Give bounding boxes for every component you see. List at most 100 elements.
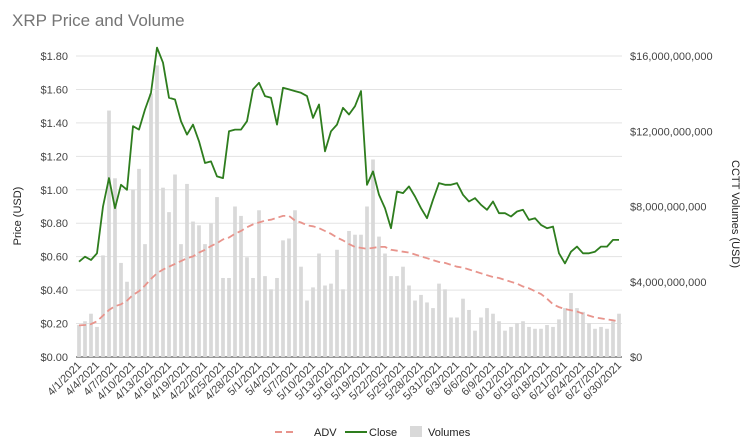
volume-bar <box>443 289 447 357</box>
volume-bar <box>311 287 315 357</box>
volume-bar <box>335 249 339 357</box>
volume-bar <box>605 328 609 357</box>
volume-bar <box>401 266 405 357</box>
volume-bar <box>299 266 303 357</box>
volume-bar <box>155 65 159 357</box>
volume-bar <box>437 283 441 357</box>
legend-volumes-label: Volumes <box>428 427 471 439</box>
volume-bar <box>161 187 165 357</box>
volume-bar <box>125 281 129 357</box>
volume-bar <box>341 289 345 357</box>
volume-bar <box>317 253 321 357</box>
right-tick-label: $12,000,000,000 <box>630 126 713 138</box>
volume-bar <box>533 328 537 357</box>
right-tick-label: $4,000,000,000 <box>630 277 706 289</box>
volume-bar <box>395 276 399 357</box>
volume-bar <box>131 189 135 357</box>
volume-bar <box>485 308 489 357</box>
volume-bar <box>599 326 603 357</box>
volume-bar <box>113 178 117 357</box>
left-tick-label: $1.80 <box>40 51 68 63</box>
volume-bar <box>347 230 351 357</box>
volume-bar <box>503 330 507 357</box>
right-axis-title: CCTT Volumes (USD) <box>729 160 741 268</box>
volume-bar <box>179 244 183 357</box>
volume-bar <box>263 276 267 357</box>
volume-bar <box>239 215 243 357</box>
volume-bar <box>293 210 297 357</box>
volume-bar <box>167 212 171 357</box>
volume-bar <box>191 221 195 357</box>
volume-bar <box>389 276 393 357</box>
volume-bar <box>221 277 225 357</box>
volume-bar <box>77 325 81 357</box>
volume-bar <box>581 311 585 357</box>
gridlines <box>76 55 622 358</box>
volume-bar <box>95 326 99 357</box>
volume-bar <box>323 285 327 357</box>
volume-bar <box>281 240 285 357</box>
volume-bar <box>377 236 381 357</box>
volume-bar <box>467 309 471 357</box>
left-axis: $0.00 $0.20 $0.40 $0.60 $0.80 $1.00 $1.20 $1.40… <box>40 51 68 364</box>
adv-line <box>78 214 620 327</box>
volume-bar <box>227 277 231 357</box>
volume-bar <box>209 223 213 357</box>
volume-bar <box>287 238 291 357</box>
volume-bar <box>329 283 333 357</box>
volume-bar <box>269 289 273 357</box>
right-axis: $0 $4,000,000,000 $8,000,000,000 $12,000,00… <box>630 51 713 364</box>
volume-bar <box>353 234 357 357</box>
volume-bar <box>419 294 423 357</box>
volume-bar <box>305 300 309 357</box>
legend-adv-label: ADV <box>314 427 337 439</box>
volume-bar <box>245 257 249 357</box>
volume-bar <box>593 328 597 357</box>
volume-bar <box>551 326 555 357</box>
volume-bar <box>461 298 465 357</box>
volume-bar <box>101 255 105 357</box>
volume-bar <box>83 321 87 357</box>
left-tick-label: $0.80 <box>40 218 68 230</box>
volume-bar <box>509 326 513 357</box>
volume-bar <box>203 244 207 357</box>
volume-bar <box>611 321 615 357</box>
volume-bar <box>365 206 369 357</box>
volume-bar <box>383 253 387 357</box>
volume-bar <box>491 313 495 357</box>
left-tick-label: $1.20 <box>40 151 68 163</box>
volume-bar <box>545 325 549 357</box>
volume-bar <box>149 93 153 357</box>
volume-bar <box>557 319 561 357</box>
volume-bar <box>449 317 453 357</box>
volume-bar <box>425 302 429 357</box>
legend-close-label: Close <box>369 427 397 439</box>
volume-bar <box>257 210 261 357</box>
volume-bar <box>473 330 477 357</box>
volume-bar <box>575 308 579 357</box>
x-axis: 4/1/20214/4/20214/7/20214/10/20214/13/20… <box>45 360 624 403</box>
volume-bar <box>527 326 531 357</box>
volume-bar <box>89 313 93 357</box>
volume-bar <box>563 308 567 357</box>
volume-bar <box>143 244 147 357</box>
volume-bar <box>455 317 459 357</box>
volume-bar <box>197 225 201 357</box>
volume-bar <box>173 174 177 357</box>
volume-bar <box>587 323 591 357</box>
volume-bar <box>215 197 219 357</box>
volume-bar <box>515 323 519 357</box>
right-tick-label: $0 <box>630 352 642 364</box>
volume-bars <box>77 65 621 358</box>
volume-bar <box>479 317 483 357</box>
chart-title: XRP Price and Volume <box>12 11 185 30</box>
volume-bar <box>275 277 279 357</box>
volume-bar <box>617 313 621 357</box>
volume-bar <box>413 300 417 357</box>
volume-bar <box>185 183 189 357</box>
close-line <box>78 46 619 265</box>
volume-bar <box>407 285 411 357</box>
left-tick-label: $0.00 <box>40 352 68 364</box>
volume-bar <box>233 206 237 357</box>
